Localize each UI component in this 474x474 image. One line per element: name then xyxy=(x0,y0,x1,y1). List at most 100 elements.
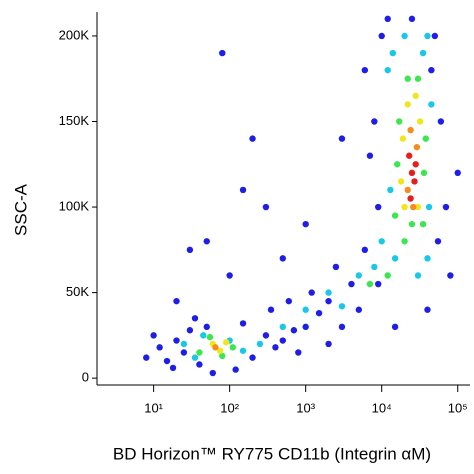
data-point xyxy=(332,263,340,271)
data-point xyxy=(431,32,439,40)
data-point xyxy=(239,186,247,194)
data-point xyxy=(420,169,428,177)
data-point xyxy=(419,220,427,228)
data-point xyxy=(256,340,264,348)
data-point xyxy=(203,323,210,331)
data-point xyxy=(391,255,399,262)
data-point xyxy=(406,152,413,159)
data-point xyxy=(186,327,194,334)
data-point xyxy=(295,349,302,356)
data-point xyxy=(308,289,315,296)
data-point xyxy=(156,344,163,351)
data-point xyxy=(355,272,363,279)
data-point xyxy=(404,101,411,108)
y-tick-label: 0 xyxy=(82,370,89,385)
data-point xyxy=(150,332,157,339)
data-point xyxy=(361,66,369,74)
data-point xyxy=(186,246,194,254)
data-point xyxy=(407,195,414,202)
data-point xyxy=(387,186,394,194)
data-point xyxy=(180,340,188,348)
data-point xyxy=(262,203,270,211)
data-point xyxy=(412,161,419,168)
data-point xyxy=(384,66,391,74)
data-point xyxy=(279,337,286,344)
data-point xyxy=(424,255,431,262)
data-point xyxy=(407,126,414,134)
data-point xyxy=(219,352,226,360)
data-point xyxy=(410,203,417,211)
data-point xyxy=(404,75,411,82)
data-point xyxy=(338,303,346,310)
data-point xyxy=(279,323,286,331)
data-point xyxy=(302,306,309,313)
data-point xyxy=(397,178,405,185)
data-point xyxy=(378,32,385,40)
data-point xyxy=(196,361,203,368)
data-point xyxy=(375,203,382,211)
data-point xyxy=(428,66,435,74)
data-point xyxy=(212,344,219,351)
data-point xyxy=(302,323,309,331)
data-point xyxy=(315,309,323,317)
data-point xyxy=(399,135,407,142)
data-point xyxy=(203,238,210,245)
x-tick-label: 10³ xyxy=(296,400,315,415)
data-point xyxy=(424,32,431,40)
data-point xyxy=(348,280,355,288)
data-point xyxy=(206,333,214,341)
x-tick-label: 10⁴ xyxy=(372,400,392,415)
data-point xyxy=(200,332,207,339)
data-point xyxy=(437,118,445,125)
data-point xyxy=(272,344,279,351)
data-point xyxy=(422,135,429,142)
data-point xyxy=(219,49,226,57)
data-point xyxy=(371,263,378,271)
data-point xyxy=(366,152,374,159)
data-point xyxy=(325,340,332,348)
data-point xyxy=(229,344,236,351)
data-point xyxy=(290,327,298,334)
data-point xyxy=(249,135,256,142)
data-point xyxy=(371,118,378,125)
data-point xyxy=(232,366,239,373)
data-point xyxy=(325,297,332,305)
data-point xyxy=(408,220,416,228)
data-point xyxy=(389,49,397,57)
data-point xyxy=(434,238,442,245)
data-point xyxy=(416,118,424,125)
data-point xyxy=(391,212,399,219)
data-point xyxy=(216,347,224,354)
x-tick-label: 10¹ xyxy=(144,400,163,415)
data-point xyxy=(262,332,270,339)
data-point xyxy=(447,272,454,279)
data-point xyxy=(401,203,408,211)
data-point xyxy=(196,349,203,356)
data-point xyxy=(413,143,421,151)
data-point xyxy=(411,178,418,185)
data-point xyxy=(191,354,199,361)
x-tick-label: 10² xyxy=(220,400,239,415)
data-point xyxy=(401,238,408,245)
data-point xyxy=(408,169,416,177)
data-point xyxy=(180,349,188,356)
data-point xyxy=(222,339,230,346)
data-point xyxy=(355,306,363,313)
data-point xyxy=(414,75,422,82)
data-point xyxy=(384,272,391,279)
data-point xyxy=(338,135,346,142)
data-point xyxy=(338,323,346,331)
data-point xyxy=(226,272,233,279)
data-point xyxy=(143,354,150,361)
data-point xyxy=(239,347,247,354)
data-point xyxy=(325,289,332,296)
data-point xyxy=(404,186,411,194)
data-point xyxy=(401,32,408,40)
data-point xyxy=(414,272,422,279)
data-point xyxy=(408,15,416,23)
x-tick-label: 10⁵ xyxy=(448,400,468,415)
data-point xyxy=(442,203,450,211)
data-point xyxy=(173,337,180,344)
